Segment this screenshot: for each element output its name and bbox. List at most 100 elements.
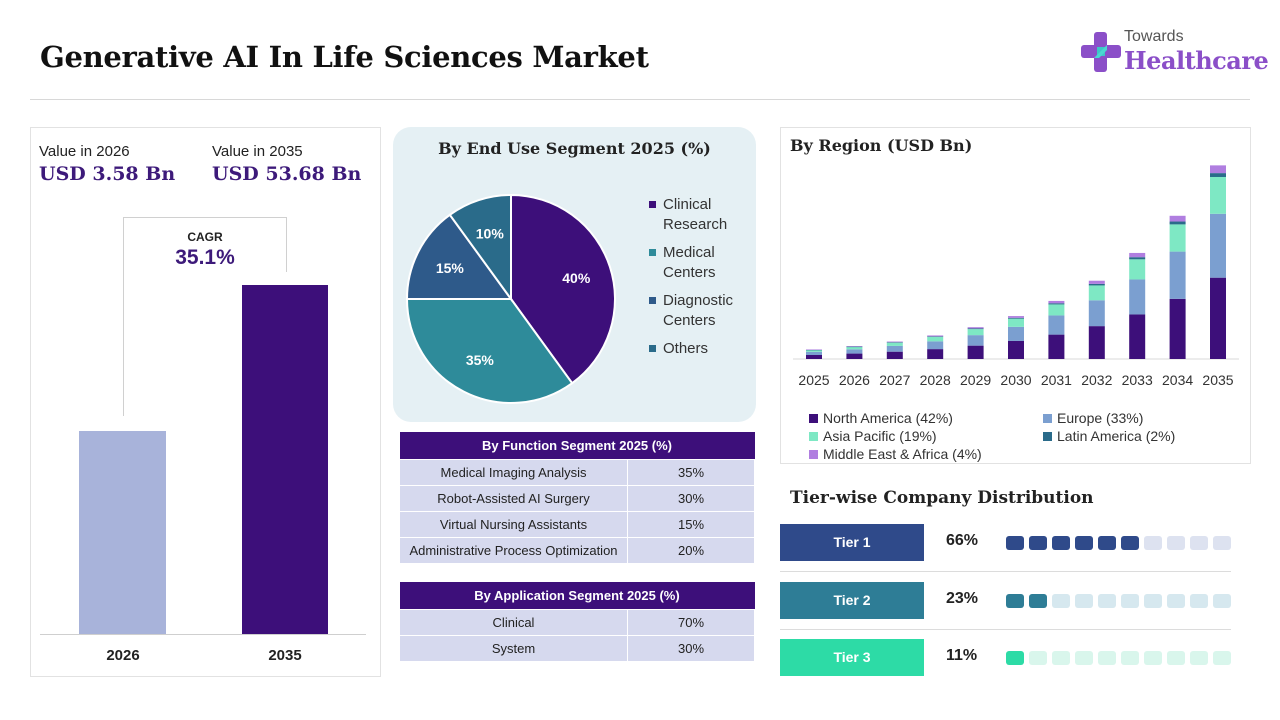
pie-legend: Clinical Research Medical Centers Diagnostic… (649, 195, 749, 367)
tier-dot-empty (1098, 594, 1116, 608)
region-bar-segment (1169, 251, 1186, 299)
region-bar-segment (1210, 213, 1226, 278)
tier-dot-empty (1121, 651, 1139, 665)
region-bar-segment (1008, 317, 1024, 319)
year-label-2026: 2026 (106, 647, 140, 664)
region-year-label: 2031 (1041, 372, 1072, 388)
logo: Towards Healthcare (1080, 28, 1269, 78)
region-bar-segment (886, 341, 903, 343)
region-year-label: 2027 (879, 372, 910, 388)
region-bar-segment (1048, 315, 1065, 335)
region-bar-segment (1088, 285, 1105, 301)
region-legend-swatch (809, 414, 818, 423)
application-share-cell: 70% (627, 608, 755, 636)
region-bar-segment (1048, 334, 1065, 359)
region-bar-segment (1129, 252, 1146, 258)
region-stacked-bar-chart: 2025 2026 2027 2028 2029 2030 2031 2032 2033 2034… (793, 165, 1239, 388)
region-bar-segment (886, 345, 903, 352)
tier-dot-empty (1190, 651, 1208, 665)
tier-3-percent: 11% (946, 647, 978, 664)
region-bar-segment (1088, 280, 1105, 284)
region-bar-segment (1008, 340, 1024, 359)
region-bar-segment (1210, 176, 1226, 214)
region-bar-segment (1129, 259, 1146, 280)
region-legend-label: Europe (33%) (1057, 410, 1144, 426)
region-bar-segment (1048, 304, 1065, 316)
pie-slice-3 (448, 193, 512, 303)
region-legend-label: Middle East & Africa (4%) (823, 446, 982, 462)
function-share-cell: 15% (627, 510, 755, 538)
value-axis-line (40, 634, 366, 635)
region-year-label: 2030 (1000, 372, 1031, 388)
region-bar-segment (1129, 257, 1146, 260)
region-bar-segment (1169, 215, 1186, 222)
pie-slice-label-1: 35% (466, 352, 495, 368)
region-legend-item: Middle East & Africa (4%) (809, 446, 982, 462)
pie-legend-item-2: Diagnostic Centers (649, 291, 749, 331)
region-bar-segment (1169, 298, 1186, 359)
tier-dot-filled (1029, 536, 1047, 550)
year-label-2035: 2035 (268, 647, 302, 664)
value-2026: USD 3.58 Bn (39, 163, 176, 185)
cagr-box: CAGR 35.1% (123, 217, 287, 272)
pie-legend-swatch (649, 297, 656, 304)
function-segment-table: By Function Segment 2025 (%) Medical Ima… (399, 432, 755, 564)
tier-dot-filled (1006, 536, 1024, 550)
tier-divider (780, 571, 1231, 572)
region-year-label: 2026 (839, 372, 870, 388)
tier-dot-empty (1075, 594, 1093, 608)
tier-dot-empty (1075, 651, 1093, 665)
region-bar-segment (846, 346, 863, 347)
region-year-label: 2033 (1122, 372, 1153, 388)
region-bar-segment (806, 349, 822, 350)
pie-legend-label: Research (663, 216, 728, 233)
tier-dot-empty (1167, 536, 1185, 550)
pie-legend-swatch (649, 345, 656, 352)
application-segment-table: By Application Segment 2025 (%) Clinical… (399, 582, 755, 662)
pie-slice-label-3: 10% (476, 226, 505, 242)
region-bar-segment (1169, 221, 1186, 225)
region-chart-title: By Region (USD Bn) (790, 136, 973, 155)
tier-dot-filled (1052, 536, 1070, 550)
tier-dot-empty (1190, 536, 1208, 550)
region-bar-segment (1129, 314, 1146, 359)
pie-slice-label-0: 40% (562, 270, 591, 286)
bar-2026 (79, 431, 166, 634)
value-panel: Value in 2026 USD 3.58 Bn Value in 2035 … (30, 127, 381, 677)
tier-dot-filled (1029, 594, 1047, 608)
tier-dot-empty (1098, 651, 1116, 665)
application-row: Clinical 70% (399, 608, 755, 636)
pie-legend-item-1: Medical Centers (649, 243, 749, 283)
tier-dot-empty (1121, 594, 1139, 608)
pie-legend-swatch (649, 201, 656, 208)
region-bar-segment (1008, 326, 1024, 341)
region-bar-segment (1088, 283, 1105, 286)
function-row: Administrative Process Optimization 20% (399, 536, 755, 564)
tier-divider (780, 629, 1231, 630)
pie-slice-label-2: 15% (436, 260, 465, 276)
region-legend-swatch (1043, 432, 1052, 441)
tier-dot-empty (1052, 651, 1070, 665)
pie-slice-2 (405, 213, 513, 300)
region-bar-segment (1169, 224, 1186, 252)
region-bar-segment (1008, 318, 1024, 327)
function-row: Virtual Nursing Assistants 15% (399, 510, 755, 538)
tier-section-title: Tier-wise Company Distribution (790, 488, 1094, 508)
region-legend-swatch (809, 450, 818, 459)
logo-line-1: Towards (1124, 28, 1184, 45)
tier-dot-empty (1029, 651, 1047, 665)
header-divider (30, 99, 1250, 100)
region-bar-segment (967, 335, 984, 346)
function-share-cell: 35% (627, 458, 755, 486)
tier-1-percent: 66% (946, 532, 979, 549)
tier-1-badge: Tier 1 (780, 524, 924, 561)
application-segment-cell: System (399, 634, 628, 662)
tier-dot-empty (1190, 594, 1208, 608)
region-bar-segment (886, 342, 903, 343)
tier-dot-empty (1213, 536, 1231, 550)
application-row: System 30% (399, 634, 755, 662)
region-bar-segment (1210, 165, 1226, 174)
pie-legend-label: Others (663, 340, 709, 357)
region-year-label: 2035 (1202, 372, 1233, 388)
pie-legend-label: Clinical (663, 196, 712, 213)
